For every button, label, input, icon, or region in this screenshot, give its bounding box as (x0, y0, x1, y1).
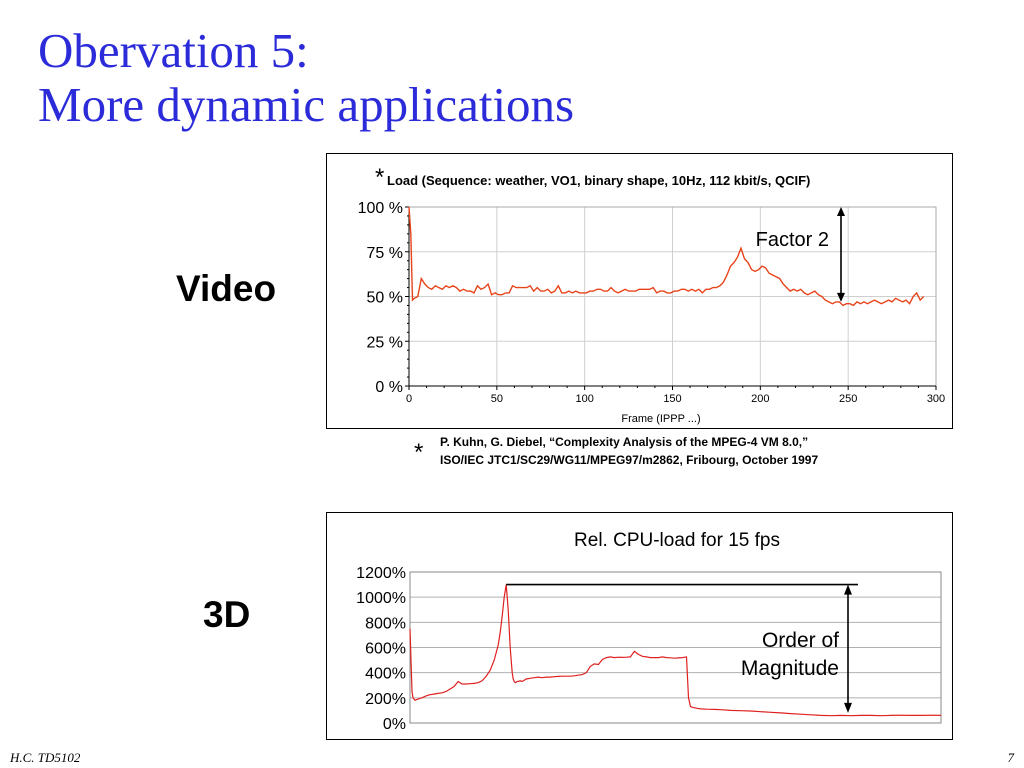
y-tick-label: 50 % (367, 290, 403, 307)
y-tick-label: 600% (365, 641, 406, 658)
video-chart-title: Load (Sequence: weather, VO1, binary sha… (387, 173, 810, 188)
factor-2-annotation: Factor 2 (756, 229, 829, 251)
y-tick-label: 800% (365, 615, 406, 632)
cpu-chart-ticks: 0% 200% 400% 600% 800% 1000% 1200% (356, 565, 406, 733)
video-load-series-line (408, 206, 925, 307)
y-tick-label: 200% (365, 691, 406, 708)
x-tick-label: 150 (663, 393, 681, 405)
cpu-load-chart: Rel. CPU-load for 15 fps 0% 200% 400% 600% 8… (356, 530, 942, 733)
order-of-annotation: Order of (762, 629, 839, 652)
y-tick-label: 1200% (356, 565, 406, 582)
cpu-chart-grid (410, 571, 941, 699)
x-tick-label: 0 (406, 393, 412, 405)
y-tick-label: 25 % (367, 334, 403, 351)
video-chart-grid (409, 206, 937, 387)
x-tick-label: 200 (751, 393, 769, 405)
y-tick-label: 100 % (358, 200, 403, 217)
y-tick-label: 1000% (356, 590, 406, 607)
magnitude-arrow-head-bottom (844, 702, 852, 713)
y-tick-label: 400% (365, 666, 406, 683)
magnitude-arrow-head-top (844, 584, 852, 595)
video-chart-ticks: 0 % 25 % 50 % 75 % 100 % 0 50 100 150 200 250 300 (358, 200, 946, 405)
page-number: 7 (1007, 750, 1015, 765)
video-chart-panel: * Load (Sequence: weather, VO1, binary s… (326, 153, 953, 429)
reference-star: * (414, 439, 424, 466)
video-x-axis-label: Frame (IPPP ...) (621, 413, 700, 425)
footer-author-course: H.C. TD5102 (10, 750, 81, 765)
cpu-annotation-arrow (506, 583, 858, 713)
slide-title: Obervation 5: More dynamic applications (38, 24, 574, 132)
chart-title-star: * (375, 164, 384, 191)
reference-line-1: P. Kuhn, G. Diebel, “Complexity Analysis… (440, 435, 809, 449)
factor-arrow-head-top (837, 207, 845, 216)
y-tick-label: 0 % (375, 379, 403, 396)
y-tick-label: 0% (383, 716, 406, 733)
cpu-series-group (409, 584, 942, 717)
x-tick-label: 250 (839, 393, 857, 405)
cpu-chart-title: Rel. CPU-load for 15 fps (574, 530, 780, 551)
cpu-load-series-line (409, 584, 942, 717)
video-series-group (408, 206, 925, 307)
3d-chart-panel: Rel. CPU-load for 15 fps 0% 200% 400% 600% 8… (326, 512, 953, 740)
reference-line-2: ISO/IEC JTC1/SC29/WG11/MPEG97/m2862, Fri… (440, 453, 819, 467)
video-annotation-arrow (837, 207, 845, 302)
3d-label: 3D (203, 594, 251, 635)
video-label: Video (176, 268, 277, 309)
video-load-chart: * Load (Sequence: weather, VO1, binary s… (358, 164, 946, 425)
x-tick-label: 300 (927, 393, 945, 405)
factor-arrow-head-bottom (837, 292, 845, 302)
magnitude-annotation: Magnitude (741, 657, 839, 680)
slide-title-line1: Obervation 5: (38, 23, 309, 78)
x-tick-label: 50 (491, 393, 503, 405)
slide-title-line2: More dynamic applications (38, 77, 575, 132)
x-tick-label: 100 (575, 393, 593, 405)
y-tick-label: 75 % (367, 245, 403, 262)
